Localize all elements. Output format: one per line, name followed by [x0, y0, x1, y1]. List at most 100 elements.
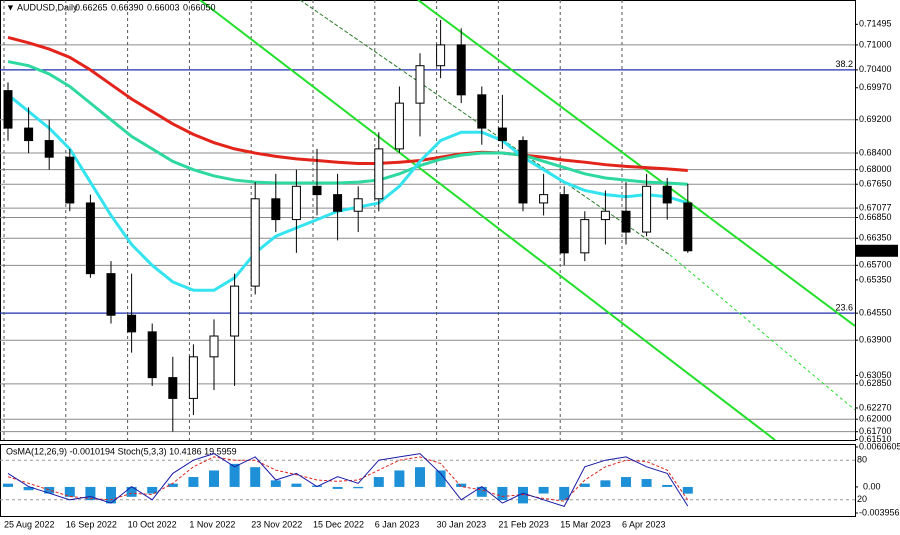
x-tick-label: 21 Feb 2023	[498, 519, 549, 529]
y-tick-label: 0.62270	[859, 402, 892, 412]
candle-body	[662, 185, 672, 204]
y-tick-label: 0.66350	[859, 233, 892, 243]
quote-value: 0.66050	[183, 2, 216, 12]
osma-bar	[641, 479, 652, 487]
x-tick-label: 23 Nov 2022	[251, 519, 302, 529]
osma-bar	[147, 486, 158, 494]
y-tick-label: 0.67077	[859, 202, 892, 212]
candle-body	[291, 185, 301, 221]
y-tick-label: 0.70400	[859, 64, 892, 74]
candle-body	[44, 140, 54, 158]
plot-layer	[3, 19, 693, 432]
osma-bar	[64, 486, 75, 497]
osma-bar	[559, 486, 570, 501]
candle-body	[642, 185, 652, 233]
candle-body	[168, 377, 178, 399]
y-tick-label: 0.68000	[859, 164, 892, 174]
candle-body	[518, 140, 528, 204]
osma-bar	[600, 480, 611, 487]
osma-bar	[188, 477, 199, 487]
osma-bar	[106, 486, 116, 504]
candle-body	[250, 198, 260, 287]
candle-body	[415, 65, 425, 104]
osma-bar	[270, 480, 281, 487]
osma-bar	[85, 486, 96, 501]
stoch-signal	[7, 456, 689, 502]
candle-body	[333, 194, 343, 212]
channel-line	[199, 0, 776, 440]
fib-label: 23.6	[835, 303, 853, 313]
candle-body	[456, 44, 466, 96]
osma-bar	[476, 486, 487, 497]
candle-body	[683, 202, 693, 252]
candle-body	[539, 194, 549, 204]
osma-bar	[579, 483, 590, 487]
candle-body	[127, 314, 137, 333]
indicator-panel	[0, 444, 856, 517]
osma-bar	[23, 486, 34, 491]
osma-bar	[229, 463, 240, 487]
y-tick-label: 0.62000	[859, 414, 892, 424]
moving-average	[7, 60, 688, 186]
candle-body	[621, 210, 631, 233]
osma-bar	[497, 486, 508, 501]
candle-body	[312, 185, 322, 196]
x-tick-label: 30 Jan 2023	[437, 519, 487, 529]
candle-body	[230, 285, 240, 337]
osma-bar	[435, 470, 446, 487]
quote-value: 0.66003	[147, 2, 180, 12]
y-tick-label: 0.71000	[859, 39, 892, 49]
candle-body	[497, 127, 507, 142]
osma-bar	[682, 486, 693, 494]
candle-body	[147, 331, 157, 379]
candle-body	[580, 219, 590, 254]
fib-label: 38.2	[835, 59, 853, 69]
current-price-box	[856, 244, 898, 257]
osma-bar	[167, 483, 178, 487]
candle-body	[394, 102, 404, 150]
osma-bar	[250, 467, 261, 487]
osma-bar	[373, 477, 384, 487]
symbol-title: AUDUSD,Daily	[17, 2, 78, 12]
x-tick-label: 10 Oct 2022	[128, 519, 177, 529]
candle-body	[3, 90, 13, 129]
quote-value: 0.66390	[111, 2, 144, 12]
y-tick-label: 0.62850	[859, 378, 892, 388]
x-tick-label: 25 Aug 2022	[4, 519, 55, 529]
stoch-tick-label: 20	[857, 494, 867, 504]
channel-mid	[669, 254, 855, 411]
y-tick-label: 0.64550	[859, 308, 892, 318]
osma-bar	[538, 486, 549, 494]
osma-tick-label: 0.0060605	[859, 441, 900, 451]
x-tick-label: 16 Sep 2022	[66, 519, 117, 529]
candle-body	[436, 44, 446, 67]
y-tick-label: 0.65700	[859, 260, 892, 270]
y-tick-label: 0.63050	[859, 370, 892, 380]
osma-bar	[332, 486, 343, 489]
stoch-main	[7, 453, 689, 508]
candle-body	[374, 148, 384, 200]
osma-bar	[415, 467, 425, 487]
y-tick-label: 0.68400	[859, 147, 892, 157]
moving-average	[7, 93, 689, 292]
main-panel	[0, 0, 856, 441]
y-tick-label: 0.69970	[859, 82, 892, 92]
osma-bar	[662, 484, 673, 487]
y-tick-label: 0.61700	[859, 426, 892, 436]
candle-body	[477, 94, 487, 129]
candle-body	[24, 127, 34, 142]
y-tick-label: 0.71495	[859, 19, 892, 29]
candle-body	[65, 156, 75, 204]
x-tick-label: 6 Jan 2023	[375, 519, 420, 529]
indicator-title: OsMA(12,26,9) -0.0010194 Stoch(5,3,3) 10…	[6, 446, 237, 456]
y-tick-label: 0.67650	[859, 179, 892, 189]
moving-average	[7, 35, 688, 173]
x-tick-label: 15 Dec 2022	[313, 519, 364, 529]
osma-bar	[621, 477, 631, 487]
osma-bar	[209, 470, 219, 487]
quote-value: 0.66265	[75, 2, 108, 12]
channel-line	[417, 0, 855, 327]
y-tick-label: 0.65350	[859, 274, 892, 284]
osma-bar	[518, 486, 528, 504]
